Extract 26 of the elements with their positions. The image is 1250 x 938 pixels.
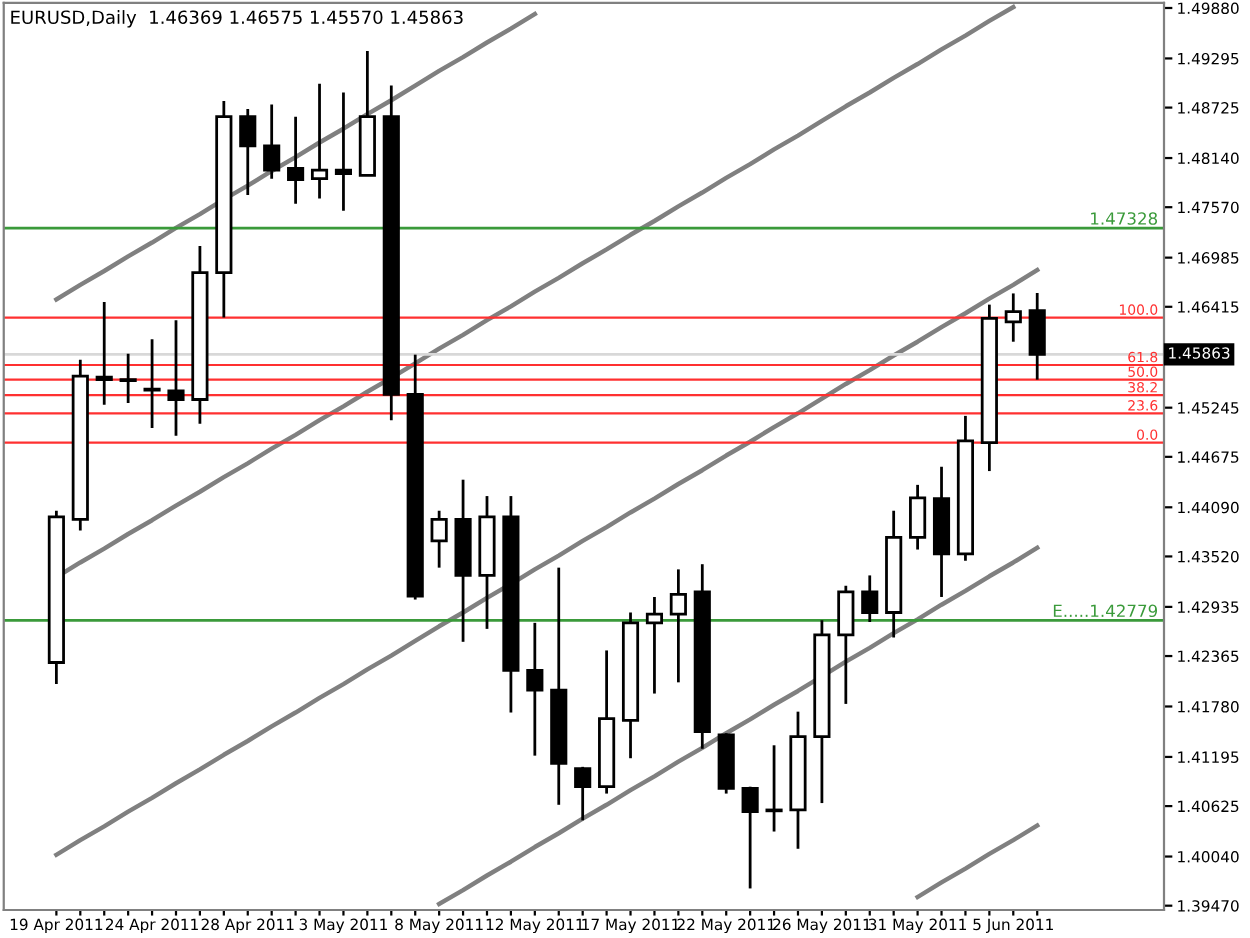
candlestick	[765, 743, 783, 833]
candlestick	[1028, 291, 1046, 382]
candlestick	[837, 584, 855, 706]
candlestick	[167, 318, 185, 438]
candlestick	[1004, 292, 1022, 344]
candlestick	[909, 483, 927, 551]
candlestick	[741, 785, 759, 890]
candlestick	[287, 115, 305, 206]
candlestick	[310, 82, 329, 200]
chart-title: EURUSD,Daily 1.46369 1.46575 1.45570 1.45863	[11, 10, 463, 28]
line-series	[54, 267, 1040, 858]
candlestick	[263, 103, 281, 181]
candlestick	[574, 765, 592, 822]
candlestick	[119, 352, 137, 405]
ref-line-label: 1.47328	[1091, 212, 1158, 225]
candlestick	[334, 91, 353, 213]
candlestick	[526, 621, 544, 758]
candlestick	[861, 574, 879, 624]
candlestick	[143, 337, 161, 430]
candlestick	[645, 595, 664, 695]
candlestick	[239, 107, 257, 197]
ref-line-label: E.....1.42779	[1053, 604, 1158, 618]
candlestick	[669, 567, 687, 684]
candlestick	[95, 300, 113, 407]
candlestick	[430, 509, 448, 570]
line-series	[915, 823, 1040, 900]
